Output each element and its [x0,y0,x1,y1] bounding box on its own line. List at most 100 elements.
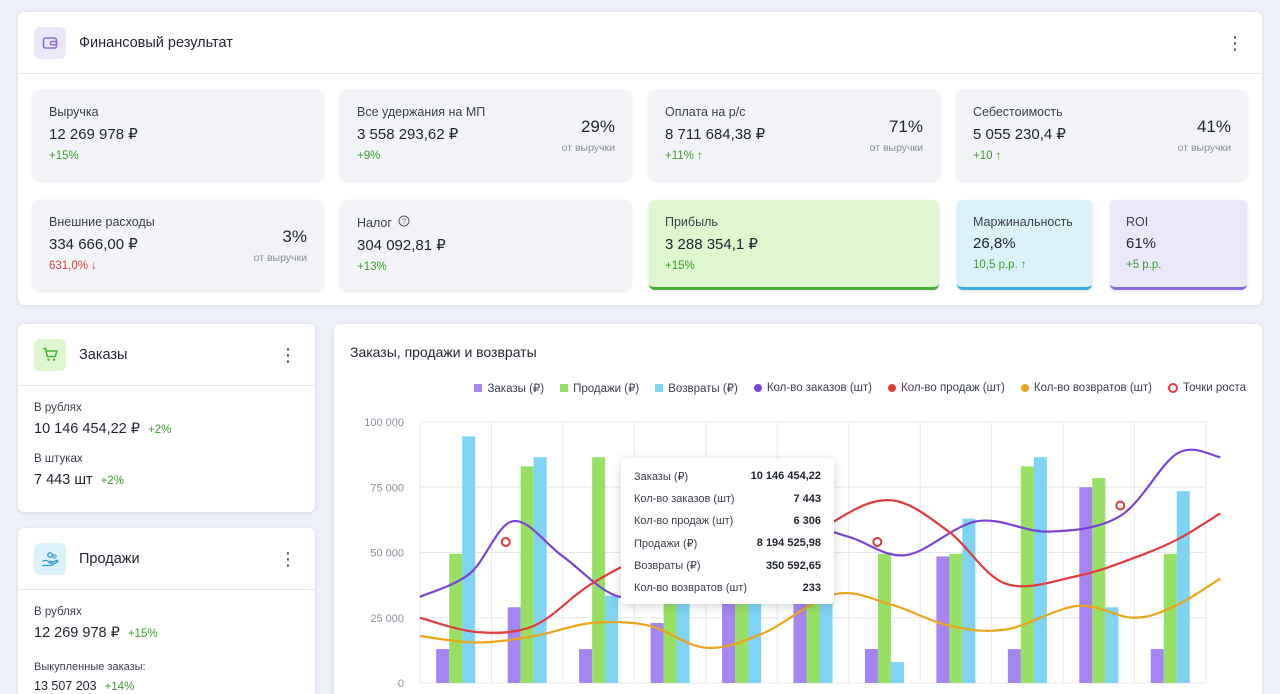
bar [735,583,749,683]
tile-percent: 41% от выручки [1177,117,1231,154]
bar [462,436,476,683]
tooltip-value: 7 443 [793,492,821,505]
bar [1092,478,1106,683]
tile-label: Выручка [49,105,99,119]
tooltip-label: Кол-во продаж (шт) [634,514,734,527]
sales-rub-label: В рублях [34,606,82,618]
bar [962,518,976,683]
bar [936,556,950,683]
tile-external-expenses: Внешние расходы 334 666,00 ₽ 631,0% ↓ 3% … [33,200,323,290]
growth-point [872,537,883,548]
hand-coins-icon [34,542,66,575]
legend-item[interactable]: Кол-во заказов (шт) [753,381,872,395]
arrow-up-icon: ↑ [995,150,1002,162]
bar [449,553,463,683]
tile-profit: Прибыль 3 288 354,1 ₽ +15% [649,200,939,290]
legend-item[interactable]: Заказы (₽) [474,381,544,395]
tooltip-row: Кол-во возвратов (шт) 233 [634,577,821,599]
tile-label: Маржинальность [973,215,1073,229]
tile-tax: Налог ? 304 092,81 ₽ +13% [341,200,631,290]
legend-marker [888,384,896,392]
more-vert-icon[interactable]: ⋮ [1226,32,1244,53]
wallet-icon [34,26,66,59]
sales-bought-value: 13 507 203 +14% [34,679,135,693]
chart-title: Заказы, продажи и возвраты [350,344,537,360]
orders-card: Заказы ⋮ В рублях 10 146 454,22 ₽ +2% В ш… [18,324,315,512]
growth-point [500,537,511,548]
y-tick-label: 50 000 [370,548,404,560]
bar [436,649,450,683]
more-vert-icon[interactable]: ⋮ [279,548,297,569]
tile-percent: 29% от выручки [561,117,615,154]
tile-delta: 631,0% ↓ [49,260,97,272]
bar [1033,457,1047,683]
bar [507,607,521,683]
tooltip-label: Кол-во заказов (шт) [634,492,735,505]
orders-rub-label: В рублях [34,402,82,414]
bar [579,649,593,683]
chart-plot: 0 25 000 50 000 75 000 100 000 [364,417,1221,690]
tooltip-row: Заказы (₽) 10 146 454,22 [634,465,821,487]
tile-label: Оплата на р/с [665,105,746,119]
bar [1105,607,1119,683]
legend-label: Кол-во возвратов (шт) [1033,382,1152,394]
bar [748,594,762,683]
legend-marker [560,384,569,392]
orders-title: Заказы [79,346,128,363]
tile-value: 12 269 978 ₽ [49,126,138,143]
tile-label: Внешние расходы [49,215,155,229]
orders-pcs-label: В штуках [34,453,83,465]
sales-rub-value: 12 269 978 ₽ +15% [34,625,158,641]
legend-item[interactable]: Кол-во продаж (шт) [888,381,1005,395]
legend-item[interactable]: Продажи (₽) [560,381,639,395]
tile-account-payment: Оплата на р/с 8 711 684,38 ₽ +11% ↑ 71% о… [649,90,939,180]
tile-percent: 71% от выручки [869,117,923,154]
legend-label: Кол-во продаж (шт) [901,382,1005,394]
tile-revenue: Выручка 12 269 978 ₽ +15% [33,90,323,180]
tile-label: ROI [1126,215,1149,229]
orders-body: В рублях 10 146 454,22 ₽ +2% В штуках 7 4… [18,386,315,504]
tile-value: 3 558 293,62 ₽ [357,126,459,143]
tile-delta: +9% [357,150,381,162]
bar [1007,649,1021,683]
chart-tooltip: Заказы (₽) 10 146 454,22 Кол-во заказов (ш… [621,458,834,604]
tooltip-value: 233 [802,582,821,595]
sales-bought-label: Выкупленные заказы: [34,661,146,673]
tooltip-label: Заказы (₽) [634,470,689,483]
tooltip-label: Возвраты (₽) [634,560,701,573]
bar [949,553,963,683]
arrow-up-icon: ↑ [696,150,703,162]
bar [605,595,619,683]
help-icon[interactable]: ? [398,215,410,230]
bar [1163,553,1177,683]
svg-text:?: ? [402,217,406,226]
tile-delta: +13% [357,261,387,273]
bar [650,622,664,683]
tooltip-row: Кол-во заказов (шт) 7 443 [634,487,821,509]
tile-delta: +11% ↑ [665,150,703,162]
legend-item[interactable]: Кол-во возвратов (шт) [1020,381,1152,395]
cart-icon [34,338,66,371]
tile-value: 5 055 230,4 ₽ [973,126,1066,143]
tile-delta: +15% [49,150,79,162]
tooltip-row: Кол-во продаж (шт) 6 306 [634,510,821,532]
tile-value: 334 666,00 ₽ [49,236,138,253]
legend-item[interactable]: Точки роста [1168,381,1246,395]
series-line [419,499,1221,634]
chart-legend: Заказы (₽) Продажи (₽) Возвраты (₽) Кол-во … [334,381,1246,395]
tile-delta: +15% [665,260,695,272]
y-tick-label: 100 000 [364,417,404,429]
financial-result-card: Финансовый результат ⋮ Выручка 12 269 97… [18,12,1262,305]
y-tick-label: 75 000 [370,482,404,494]
bar [1079,487,1093,683]
arrow-up-icon: ↑ [1020,259,1027,271]
legend-label: Заказы (₽) [487,383,545,395]
orders-header: Заказы ⋮ [18,324,315,386]
legend-item[interactable]: Возвраты (₽) [655,381,738,395]
bar [592,457,606,683]
growth-point [1115,500,1126,511]
more-vert-icon[interactable]: ⋮ [279,344,297,365]
series-line [419,577,1221,649]
arrow-down-icon: ↓ [91,260,97,272]
orders-sales-returns-chart-card: Заказы, продажи и возвраты Заказы (₽) Про… [334,324,1262,694]
